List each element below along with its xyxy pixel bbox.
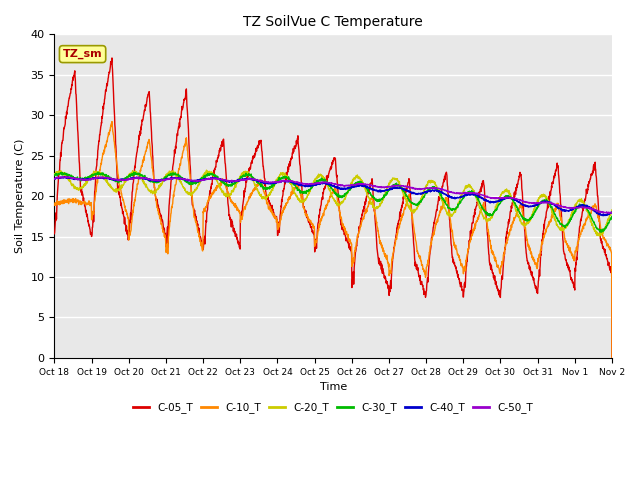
Legend: C-05_T, C-10_T, C-20_T, C-30_T, C-40_T, C-50_T: C-05_T, C-10_T, C-20_T, C-30_T, C-40_T, …: [129, 398, 538, 418]
Y-axis label: Soil Temperature (C): Soil Temperature (C): [15, 139, 25, 253]
Title: TZ SoilVue C Temperature: TZ SoilVue C Temperature: [243, 15, 423, 29]
Text: TZ_sm: TZ_sm: [63, 49, 102, 59]
X-axis label: Time: Time: [319, 382, 347, 392]
